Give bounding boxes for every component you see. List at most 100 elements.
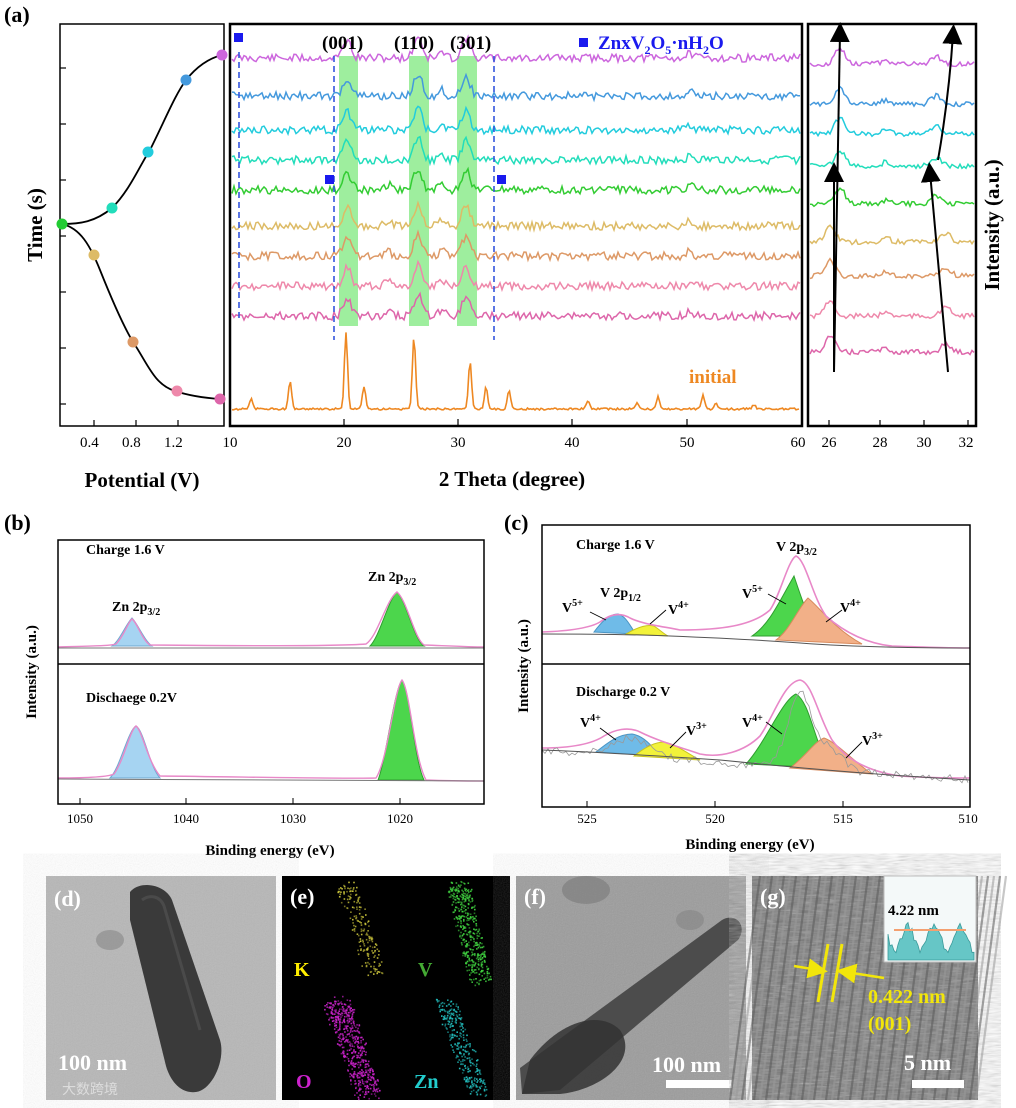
eds-dot (351, 1036, 354, 1038)
zoom-pattern (809, 150, 975, 170)
eds-dot (339, 1037, 341, 1040)
eds-dot (473, 1079, 476, 1081)
eds-dot (359, 1061, 361, 1064)
eds-dot (471, 1083, 474, 1086)
eds-dot (363, 1096, 366, 1098)
eds-dot (469, 964, 472, 967)
panel-f-scalebar (666, 1080, 732, 1088)
eds-dot (436, 1000, 439, 1003)
eds-dot (460, 922, 462, 925)
lattice-fringe (740, 875, 774, 1101)
eds-dot (465, 916, 468, 918)
eds-dot (458, 1038, 460, 1040)
eds-dot (358, 1098, 360, 1101)
eds-dot (351, 1025, 353, 1027)
eds-dot (465, 946, 467, 948)
eds-dot (352, 1040, 355, 1042)
eds-dot (440, 1002, 443, 1005)
eds-dot (470, 1087, 473, 1089)
eds-dot (478, 929, 480, 932)
eds-dot (468, 958, 470, 961)
eds-dot (374, 954, 376, 957)
eds-dot (371, 950, 373, 952)
eds-dot (488, 978, 491, 981)
eds-dot (455, 1014, 458, 1016)
eds-dot (478, 973, 481, 976)
panel-b-bottom: Dischaege 0.2V (57, 678, 485, 782)
eds-dot (359, 1088, 361, 1091)
eds-dot (469, 1059, 471, 1061)
eds-dot (338, 896, 341, 898)
eds-dot (376, 948, 379, 951)
eds-dot (345, 1026, 348, 1029)
zoom-pattern (809, 257, 975, 280)
watermark: 大数跨境 (62, 1082, 118, 1098)
eds-dot (451, 1046, 454, 1048)
eds-dot (475, 941, 478, 944)
eds-dot (349, 1075, 351, 1078)
eds-dot (360, 1071, 363, 1074)
panel-b-xtick-1050: 1050 (67, 811, 93, 826)
eds-dot (364, 923, 367, 925)
eds-dot (473, 920, 475, 923)
eds-dot (464, 895, 466, 898)
eds-dot (479, 958, 482, 961)
eds-dot (440, 1009, 443, 1011)
initial-label: initial (689, 367, 737, 388)
eds-dot (378, 954, 380, 956)
eds-dot (478, 945, 481, 947)
eds-dot (364, 1066, 367, 1069)
state-dot (171, 385, 183, 397)
eds-dot (480, 1079, 483, 1082)
eds-dot (443, 1018, 445, 1021)
xrd-pattern (231, 291, 801, 323)
eds-dot (454, 1043, 456, 1046)
panel-c-top-v5-left: V5+ (562, 598, 583, 616)
eds-dot (460, 1045, 463, 1048)
eds-dot (365, 914, 367, 916)
eds-dot (357, 1077, 359, 1079)
eds-dot (473, 965, 476, 967)
eds-dot (461, 893, 463, 896)
eds-dot (467, 1070, 470, 1073)
eds-dot (446, 1028, 448, 1030)
eds-dot (349, 999, 351, 1002)
eds-dot (473, 906, 476, 908)
eds-dot (354, 1038, 356, 1040)
eds-dot (475, 957, 478, 960)
eds-dot (344, 1004, 347, 1006)
peak-label-301: (301) (450, 33, 491, 54)
eds-dot (347, 1014, 350, 1017)
eds-dot (455, 1019, 457, 1022)
eds-dot (360, 918, 363, 920)
eds-dot (463, 1077, 466, 1079)
panel-b-label: (b) (4, 510, 31, 535)
eds-dot (342, 1034, 344, 1037)
eds-dot (460, 915, 463, 918)
eds-dot (467, 890, 469, 892)
eds-dot (347, 901, 350, 904)
eds-dot (462, 890, 464, 893)
eds-dot (361, 1045, 363, 1048)
eds-dot (357, 953, 360, 956)
v-top-baseline (541, 633, 971, 649)
eds-dot (486, 972, 489, 975)
eds-dot (450, 896, 452, 898)
panel-b-bottom-title: Dischaege 0.2V (86, 691, 177, 706)
eds-dot (364, 1053, 367, 1056)
eds-dot (445, 1017, 448, 1019)
eds-dot (465, 890, 467, 893)
zoom-pattern (809, 116, 975, 138)
eds-dot (352, 1073, 355, 1076)
eds-dot (480, 958, 483, 960)
eds-dot (334, 1016, 337, 1018)
eds-dot (459, 934, 461, 937)
eds-dot (450, 890, 453, 892)
inset-value: 4.22 nm (888, 903, 939, 919)
eds-dot (374, 943, 377, 945)
legend-marker (579, 38, 588, 47)
eds-dot (463, 952, 465, 955)
eds-dot (374, 968, 377, 970)
eds-dot (449, 1001, 452, 1003)
eds-dot (467, 1078, 469, 1081)
